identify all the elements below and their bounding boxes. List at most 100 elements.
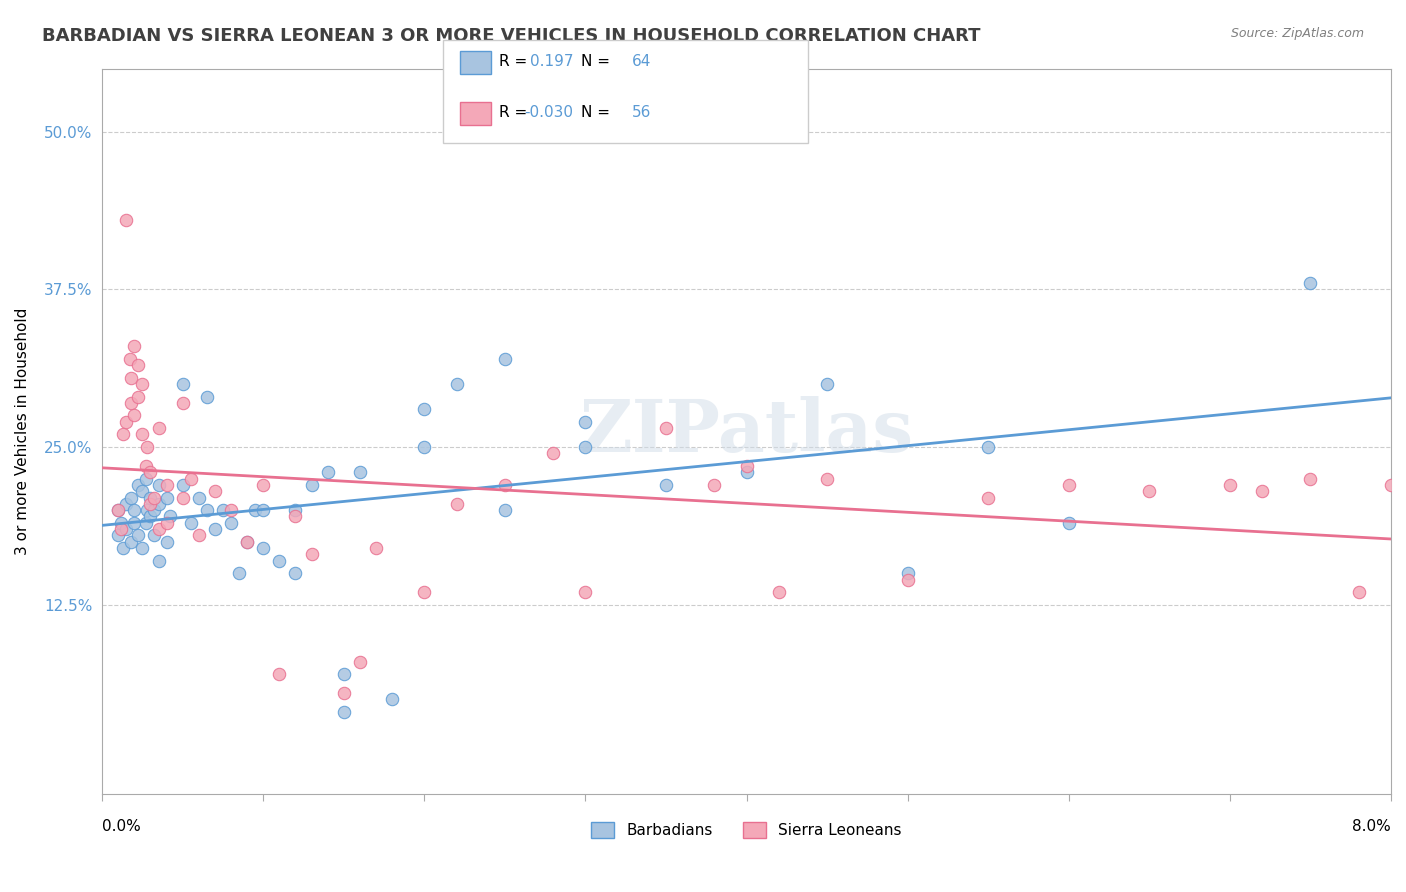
Point (446, 497, 468, 511)
Point (127, 478, 149, 492)
Point (131, 484, 153, 499)
Text: -0.030: -0.030 (524, 105, 574, 120)
Point (655, 478, 678, 492)
Point (139, 465, 162, 479)
Point (120, 491, 142, 505)
Point (768, 585, 790, 599)
Point (284, 509, 307, 524)
Point (413, 440, 436, 454)
Point (574, 585, 596, 599)
Point (1137, 484, 1160, 499)
Point (897, 573, 920, 587)
Point (284, 566, 307, 581)
Point (574, 440, 596, 454)
Point (252, 541, 274, 555)
Point (172, 478, 194, 492)
Point (269, 553, 291, 567)
Point (703, 478, 725, 492)
Point (349, 655, 371, 669)
Point (131, 427, 153, 442)
Point (574, 415, 596, 429)
Point (148, 421, 170, 435)
Point (155, 534, 177, 549)
Point (252, 478, 274, 492)
Point (333, 667, 356, 681)
Text: R =: R = (499, 105, 527, 120)
Point (1379, 478, 1402, 492)
Point (172, 396, 194, 410)
Point (139, 497, 162, 511)
Text: Source: ZipAtlas.com: Source: ZipAtlas.com (1230, 27, 1364, 40)
Point (142, 528, 165, 542)
Point (316, 465, 339, 479)
Point (172, 376, 194, 391)
Point (364, 541, 387, 555)
Text: 8.0%: 8.0% (1353, 819, 1391, 834)
Point (110, 522, 132, 536)
Point (142, 503, 165, 517)
Point (136, 440, 159, 454)
Point (977, 440, 1000, 454)
Point (115, 213, 138, 227)
Text: 56: 56 (631, 105, 651, 120)
Point (124, 503, 146, 517)
Point (236, 534, 259, 549)
Point (228, 566, 250, 581)
Point (1347, 585, 1369, 599)
Point (212, 503, 235, 517)
Point (148, 522, 170, 536)
Point (115, 497, 138, 511)
Point (139, 509, 162, 524)
Point (1057, 516, 1080, 530)
Point (735, 458, 758, 473)
Point (112, 427, 135, 442)
Point (815, 376, 838, 391)
Point (195, 390, 218, 404)
Point (494, 478, 516, 492)
Point (333, 686, 356, 700)
Point (333, 705, 356, 719)
Point (118, 351, 141, 366)
Text: ZIPatlas: ZIPatlas (579, 396, 914, 467)
Point (252, 503, 274, 517)
Point (815, 472, 838, 486)
Point (269, 667, 291, 681)
Point (243, 503, 266, 517)
Point (977, 491, 1000, 505)
Text: 0.0%: 0.0% (103, 819, 141, 834)
Point (135, 516, 157, 530)
Y-axis label: 3 or more Vehicles in Household: 3 or more Vehicles in Household (15, 308, 30, 555)
Point (148, 553, 170, 567)
Point (159, 509, 181, 524)
Point (110, 516, 132, 530)
Point (155, 516, 177, 530)
Point (1299, 276, 1322, 290)
Point (139, 491, 162, 505)
Point (1219, 478, 1241, 492)
Point (494, 351, 516, 366)
Point (172, 491, 194, 505)
Point (112, 541, 135, 555)
Point (127, 390, 149, 404)
Point (204, 484, 226, 499)
Point (446, 376, 468, 391)
Point (127, 528, 149, 542)
Point (187, 491, 209, 505)
Point (135, 472, 157, 486)
Point (381, 692, 404, 706)
Point (127, 358, 149, 372)
Legend: Barbadians, Sierra Leoneans: Barbadians, Sierra Leoneans (585, 816, 908, 845)
Point (124, 409, 146, 423)
Point (236, 534, 259, 549)
Point (413, 402, 436, 417)
Text: 64: 64 (631, 54, 651, 69)
Point (148, 497, 170, 511)
Point (124, 516, 146, 530)
Point (180, 516, 202, 530)
Point (301, 478, 323, 492)
Point (1299, 472, 1322, 486)
Point (180, 472, 202, 486)
Point (155, 478, 177, 492)
Point (735, 465, 758, 479)
Point (284, 503, 307, 517)
